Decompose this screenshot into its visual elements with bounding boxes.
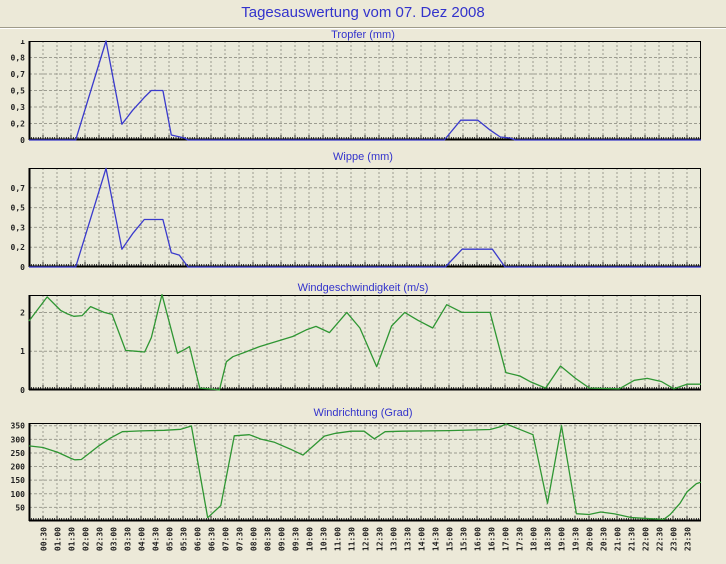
windgeschwindigkeit-chart-title: Windgeschwindigkeit (m/s) bbox=[297, 282, 429, 294]
windrichtung-chart-title: Windrichtung (Grad) bbox=[313, 407, 413, 419]
x-tick-label: 08:30 bbox=[264, 527, 273, 551]
x-tick-label: 08:00 bbox=[250, 527, 259, 551]
y-tick-label: 300 bbox=[11, 435, 26, 444]
x-tick-label: 21:00 bbox=[614, 527, 623, 551]
x-tick-label: 04:00 bbox=[138, 527, 147, 551]
y-tick-label: 200 bbox=[11, 463, 26, 472]
x-tick-label: 20:00 bbox=[586, 527, 595, 551]
x-tick-label: 07:30 bbox=[236, 527, 245, 551]
y-tick-label: 0,5 bbox=[11, 204, 26, 213]
x-tick-label: 03:00 bbox=[110, 527, 119, 551]
y-tick-label: 0,5 bbox=[11, 87, 26, 96]
x-tick-label: 13:00 bbox=[390, 527, 399, 551]
x-tick-label: 10:30 bbox=[320, 527, 329, 551]
x-tick-label: 03:30 bbox=[124, 527, 133, 551]
windrichtung-chart: 50 100 150 200 250 300 350 00:30 01:00 01:30 02:00… bbox=[11, 422, 702, 551]
y-tick-label: 0 bbox=[20, 386, 25, 394]
tropfer-series-line bbox=[29, 40, 701, 141]
y-tick-label: 0,7 bbox=[11, 70, 26, 79]
y-tick-label: 150 bbox=[11, 476, 26, 485]
windgeschwindigkeit-chart: 0 1 2 bbox=[20, 294, 701, 394]
x-tick-label: 10:00 bbox=[306, 527, 315, 551]
x-tick-label: 11:30 bbox=[348, 527, 357, 551]
y-tick-label: 1 bbox=[20, 40, 25, 46]
x-tick-label: 19:30 bbox=[572, 527, 581, 551]
x-tick-label: 16:00 bbox=[474, 527, 483, 551]
windrichtung-series-line bbox=[28, 423, 702, 521]
y-tick-label: 2 bbox=[20, 308, 25, 317]
y-tick-label: 0,3 bbox=[11, 223, 26, 232]
y-tick-label: 350 bbox=[11, 422, 26, 431]
x-tick-label: 15:30 bbox=[460, 527, 469, 551]
y-tick-label: 0,3 bbox=[11, 103, 26, 112]
y-tick-label: 0,7 bbox=[11, 184, 26, 193]
plot-area bbox=[29, 295, 701, 390]
x-tick-label: 05:30 bbox=[180, 527, 189, 551]
x-tick-label: 07:00 bbox=[222, 527, 231, 551]
x-tick-label: 01:00 bbox=[54, 527, 63, 551]
x-tick-label: 09:30 bbox=[292, 527, 301, 551]
y-tick-label: 1 bbox=[20, 347, 25, 356]
x-tick-label: 22:00 bbox=[642, 527, 651, 551]
y-tick-label: 0 bbox=[20, 136, 25, 144]
x-tick-label: 04:30 bbox=[152, 527, 161, 551]
x-tick-label: 20:30 bbox=[600, 527, 609, 551]
x-tick-label: 12:30 bbox=[376, 527, 385, 551]
x-tick-label: 06:30 bbox=[208, 527, 217, 551]
y-tick-label: 0,2 bbox=[11, 119, 26, 128]
page-title: Tagesauswertung vom 07. Dez 2008 bbox=[241, 4, 485, 21]
x-tick-label: 22:30 bbox=[656, 527, 665, 551]
y-tick-label: 0 bbox=[20, 263, 25, 271]
x-tick-label: 19:00 bbox=[558, 527, 567, 551]
x-tick-label: 18:00 bbox=[530, 527, 539, 551]
windgeschwindigkeit-series-line bbox=[28, 294, 701, 391]
title-divider bbox=[0, 27, 726, 29]
x-tick-label: 02:30 bbox=[96, 527, 105, 551]
y-tick-label: 250 bbox=[11, 449, 26, 458]
y-tick-label: 100 bbox=[11, 490, 26, 499]
x-tick-label: 15:00 bbox=[446, 527, 455, 551]
x-tick-label: 14:00 bbox=[418, 527, 427, 551]
x-tick-label: 16:30 bbox=[488, 527, 497, 551]
tropfer-chart: 0 0,2 0,3 0,5 0,7 0,8 1 bbox=[11, 40, 701, 144]
x-tick-label: 01:30 bbox=[68, 527, 77, 551]
x-tick-label: 17:00 bbox=[502, 527, 511, 551]
x-tick-label: 13:30 bbox=[404, 527, 413, 551]
x-tick-label: 06:00 bbox=[194, 527, 203, 551]
x-tick-label: 17:30 bbox=[516, 527, 525, 551]
x-tick-label: 02:00 bbox=[82, 527, 91, 551]
x-tick-label: 21:30 bbox=[628, 527, 637, 551]
tropfer-chart-title: Tropfer (mm) bbox=[331, 29, 395, 41]
x-tick-label: 23:30 bbox=[684, 527, 693, 551]
x-tick-label: 18:30 bbox=[544, 527, 553, 551]
x-tick-label: 14:30 bbox=[432, 527, 441, 551]
y-tick-label: 0,8 bbox=[11, 54, 26, 63]
y-tick-label: 0,2 bbox=[11, 243, 26, 252]
x-tick-label: 11:00 bbox=[334, 527, 343, 551]
wippe-series-line bbox=[29, 167, 701, 268]
x-tick-label: 05:00 bbox=[166, 527, 175, 551]
wippe-chart-title: Wippe (mm) bbox=[333, 151, 393, 163]
wippe-chart: 0 0,2 0,3 0,5 0,7 bbox=[11, 167, 701, 271]
x-tick-label: 23:00 bbox=[670, 527, 679, 551]
x-tick-label: 09:00 bbox=[278, 527, 287, 551]
x-tick-label: 12:00 bbox=[362, 527, 371, 551]
y-tick-label: 50 bbox=[15, 503, 25, 512]
x-tick-label: 00:30 bbox=[40, 527, 49, 551]
